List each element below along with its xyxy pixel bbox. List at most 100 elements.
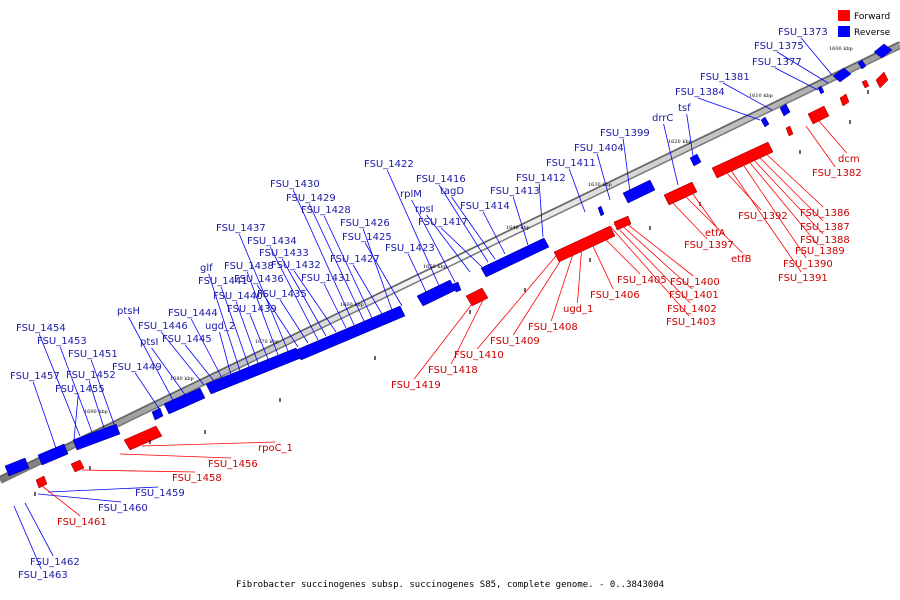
gene-block[interactable] [622,179,656,204]
gene-block[interactable] [711,141,774,179]
forward-gene-label[interactable]: FSU_1406 [590,290,640,301]
forward-gene-label[interactable]: FSU_1390 [783,259,833,270]
reverse-gene-label[interactable]: FSU_1452 [66,370,116,381]
forward-gene-label[interactable]: FSU_1409 [490,336,540,347]
reverse-gene-label[interactable]: FSU_1399 [600,128,650,139]
reverse-gene-label[interactable]: FSU_1381 [700,72,750,83]
forward-gene-label[interactable]: FSU_1397 [684,240,734,251]
reverse-gene-label[interactable]: FSU_1462 [30,557,80,568]
forward-gene-label[interactable]: FSU_1401 [669,290,719,301]
reverse-gene-label[interactable]: FSU_1375 [754,41,804,52]
forward-gene-label[interactable]: FSU_1405 [617,275,667,286]
reverse-gene-label[interactable]: FSU_1445 [162,334,212,345]
reverse-gene-label[interactable]: FSU_1451 [68,349,118,360]
reverse-gene-label[interactable]: glf [200,263,213,274]
reverse-gene-label[interactable]: FSU_1423 [385,243,435,254]
reverse-gene-label[interactable]: FSU_1414 [460,201,510,212]
gene-block[interactable] [760,116,770,128]
gene-block[interactable] [416,279,457,307]
reverse-gene-label[interactable]: FSU_1463 [18,570,68,581]
gene-block[interactable] [785,125,794,137]
reverse-gene-label[interactable]: FSU_1446 [138,321,188,332]
reverse-gene-label[interactable]: FSU_1425 [342,232,392,243]
forward-gene-label[interactable]: FSU_1400 [670,277,720,288]
reverse-gene-label[interactable]: FSU_1440 [213,291,263,302]
reverse-gene-label[interactable]: FSU_1413 [490,186,540,197]
forward-gene-label[interactable]: FSU_1402 [667,304,717,315]
forward-gene-label[interactable]: FSU_1387 [800,222,850,233]
forward-gene-label[interactable]: FSU_1408 [528,322,578,333]
reverse-gene-label[interactable]: FSU_1460 [98,503,148,514]
gene-block[interactable] [72,423,121,451]
reverse-gene-label[interactable]: ugd_2 [205,321,235,332]
gene-block[interactable] [817,85,825,95]
gene-block[interactable] [205,347,302,395]
reverse-gene-label[interactable]: FSU_1416 [416,174,466,185]
gene-block[interactable] [163,387,206,415]
reverse-gene-label[interactable]: FSU_1459 [135,488,185,499]
reverse-gene-label[interactable]: FSU_1449 [112,362,162,373]
forward-gene-label[interactable]: FSU_1456 [208,459,258,470]
forward-gene-label[interactable]: FSU_1388 [800,235,850,246]
forward-gene-label[interactable]: FSU_1382 [812,168,862,179]
gene-block[interactable] [779,103,791,117]
reverse-gene-label[interactable]: FSU_1430 [270,179,320,190]
reverse-gene-label[interactable]: FSU_1422 [364,159,414,170]
reverse-gene-label[interactable]: FSU_1431 [301,273,351,284]
reverse-gene-label[interactable]: FSU_1429 [286,193,336,204]
forward-gene-label[interactable]: FSU_1458 [172,473,222,484]
gene-block[interactable] [613,215,632,231]
gene-block[interactable] [689,153,702,167]
reverse-gene-label[interactable]: FSU_1428 [301,205,351,216]
reverse-gene-label[interactable]: FSU_1454 [16,323,66,334]
gene-block[interactable] [4,457,30,477]
reverse-gene-label[interactable]: FSU_1411 [546,158,596,169]
reverse-gene-label[interactable]: FSU_1439 [227,304,277,315]
reverse-gene-label[interactable]: drrC [652,113,673,124]
forward-gene-label[interactable]: FSU_1410 [454,350,504,361]
reverse-gene-label[interactable]: FSU_1444 [168,308,218,319]
reverse-gene-label[interactable]: FSU_1434 [247,236,297,247]
forward-gene-label[interactable]: rpoC_1 [258,443,293,454]
reverse-gene-label[interactable]: ptsH [117,306,140,317]
gene-block[interactable] [832,67,852,83]
forward-gene-label[interactable]: FSU_1419 [391,380,441,391]
forward-gene-label[interactable]: dcm [838,154,860,165]
reverse-gene-label[interactable]: FSU_1435 [257,289,307,300]
reverse-gene-label[interactable]: FSU_1432 [271,260,321,271]
forward-gene-label[interactable]: ugd_1 [563,304,593,315]
reverse-gene-label[interactable]: FSU_1377 [752,57,802,68]
gene-block[interactable] [663,181,698,206]
gene-block[interactable] [70,459,85,473]
forward-gene-label[interactable]: FSU_1392 [738,211,788,222]
gene-block[interactable] [553,225,616,263]
reverse-gene-label[interactable]: FSU_1438 [224,261,274,272]
reverse-gene-label[interactable]: FSU_1427 [330,254,380,265]
forward-gene-label[interactable]: etfA [705,228,726,239]
reverse-gene-label[interactable]: rplM [400,189,422,200]
gene-block[interactable] [839,93,850,107]
reverse-gene-label[interactable]: FSU_1441 [198,276,248,287]
forward-gene-label[interactable]: etfB [731,254,752,265]
reverse-gene-label[interactable]: FSU_1436 [234,274,284,285]
reverse-gene-label[interactable]: FSU_1433 [259,248,309,259]
reverse-gene-label[interactable]: FSU_1437 [216,223,266,234]
reverse-gene-label[interactable]: FSU_1373 [778,27,828,38]
reverse-gene-label[interactable]: rpsI [415,204,434,215]
reverse-gene-label[interactable]: FSU_1457 [10,371,60,382]
gene-block[interactable] [857,59,867,70]
gene-block[interactable] [807,105,830,125]
gene-block[interactable] [480,237,550,278]
forward-gene-label[interactable]: FSU_1461 [57,517,107,528]
gene-block[interactable] [37,443,69,466]
forward-gene-label[interactable]: FSU_1391 [778,273,828,284]
forward-gene-label[interactable]: FSU_1403 [666,317,716,328]
forward-gene-label[interactable]: FSU_1386 [800,208,850,219]
gene-block[interactable] [875,71,889,89]
reverse-gene-label[interactable]: FSU_1412 [516,173,566,184]
reverse-gene-label[interactable]: tsf [678,103,691,114]
forward-gene-label[interactable]: FSU_1389 [795,246,845,257]
gene-block[interactable] [873,43,893,59]
reverse-gene-label[interactable]: FSU_1384 [675,87,725,98]
forward-gene-label[interactable]: FSU_1418 [428,365,478,376]
